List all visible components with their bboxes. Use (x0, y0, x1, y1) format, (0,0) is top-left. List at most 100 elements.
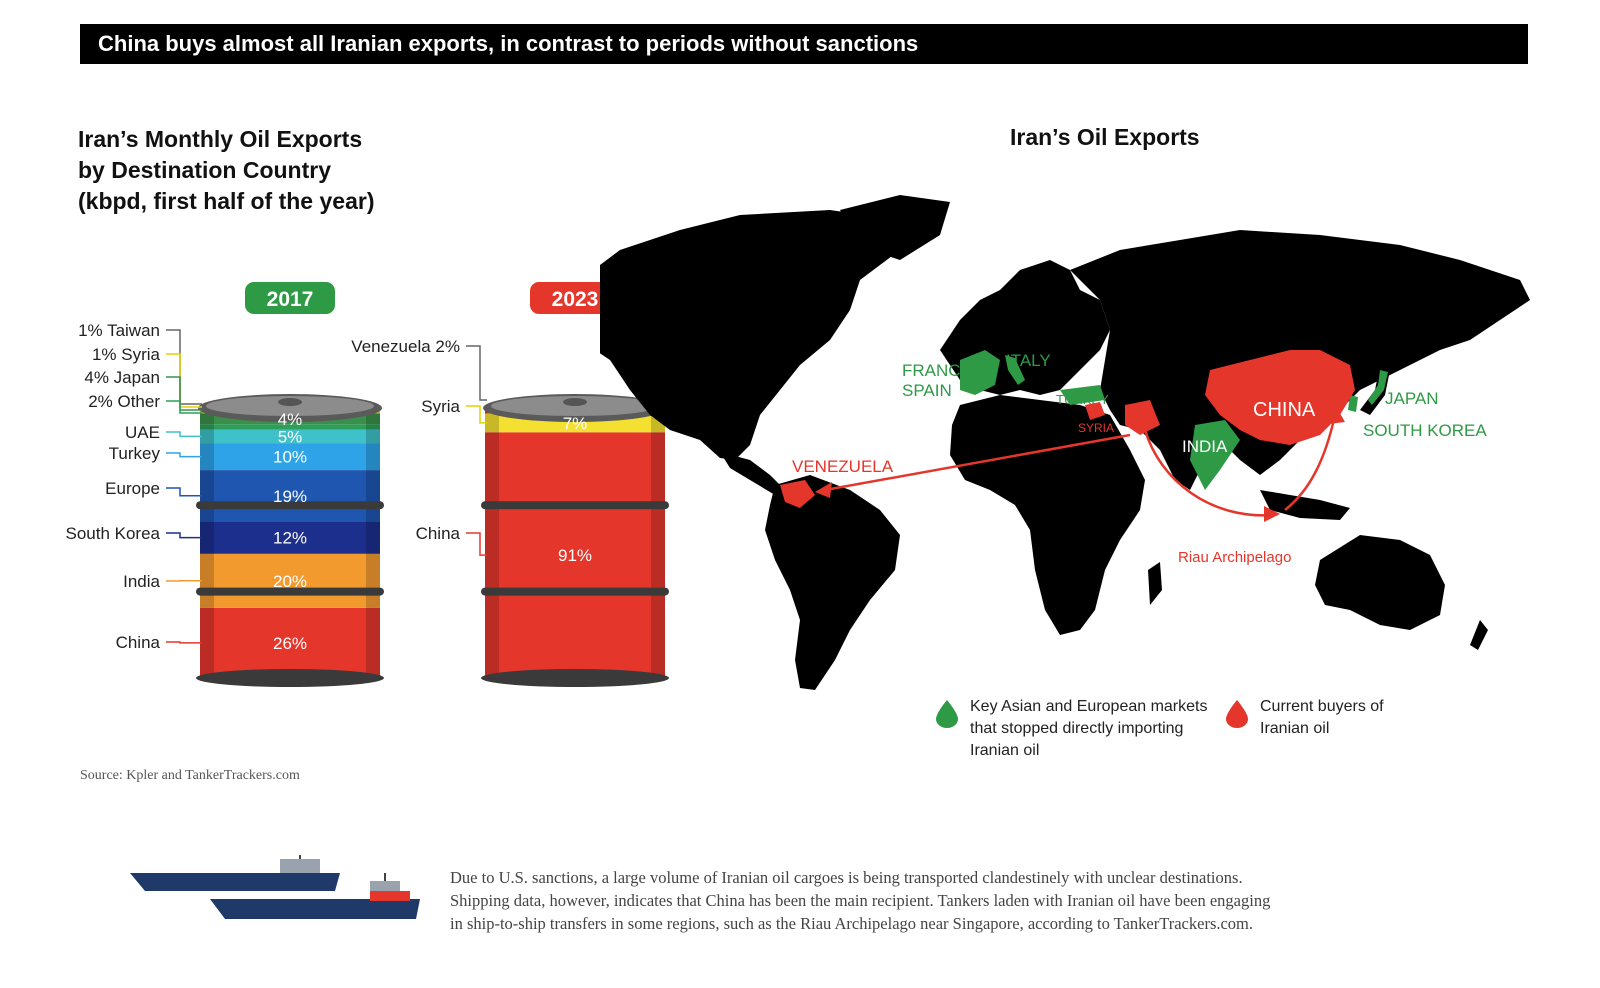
data-label-china: 91% (558, 546, 592, 565)
legend-red-line-2: Iranian oil (1260, 720, 1330, 737)
data-label-syria: 7% (563, 414, 588, 433)
iran-region (1125, 400, 1160, 435)
continents (600, 195, 1530, 690)
barrel-rib-1 (196, 501, 384, 510)
barrel-shade-right (651, 408, 665, 678)
japan-region (1368, 370, 1388, 405)
callout-label-1: 1% Syria (92, 345, 161, 364)
callout-line-4 (166, 431, 202, 438)
callout-line-0 (166, 329, 202, 405)
barrel-2023: 2023 91% 7% Venezuela 2% Syria China (351, 282, 669, 687)
callout-label-5: Turkey (109, 444, 161, 463)
bar-segment-other (200, 424, 380, 430)
year-badge-2023 (530, 282, 620, 314)
chart-title: Iran’s Monthly Oil Exports by Destinatio… (78, 124, 374, 217)
south-america-shape (765, 475, 900, 690)
callout-label-0: Venezuela 2% (351, 337, 460, 356)
label-venezuela: VENEZUELA (792, 457, 894, 476)
africa-shape (950, 395, 1145, 635)
callout-line-0 (466, 345, 487, 401)
callout-label-6: Europe (105, 479, 160, 498)
turkey-region (1060, 385, 1105, 405)
year-badge-2017 (245, 282, 335, 314)
greenland-shape (840, 195, 950, 260)
callout-label-0: 1% Taiwan (78, 321, 160, 340)
explanatory-note: Due to U.S. sanctions, a large volume of… (450, 866, 1510, 935)
label-riau-archipelago: Riau Archipelago (1178, 549, 1291, 566)
callout-label-1: Syria (421, 397, 460, 416)
legend-green-line-1: Key Asian and European markets (970, 698, 1208, 715)
map-labels: FRANCE SPAIN ITALY TURKEY INDIA JAPAN SO… (792, 351, 1487, 566)
syria-region (1085, 402, 1105, 420)
green-drop-icon (936, 700, 958, 728)
arrowhead-venezuela (815, 482, 832, 498)
label-india: INDIA (1182, 437, 1228, 456)
barrel-rib-1 (481, 501, 669, 510)
barrel-rib-2 (481, 587, 669, 596)
new-zealand-shape (1470, 620, 1488, 650)
callout-label-4: UAE (125, 423, 160, 442)
bar-segment-china (485, 432, 665, 678)
legend-green-line-2: that stopped directly importing (970, 720, 1184, 737)
barrel-bottom-rim (196, 669, 384, 687)
year-badge-text-2017: 2017 (267, 288, 314, 311)
data-label-india: 20% (273, 572, 307, 591)
shipping-routes (824, 414, 1337, 517)
label-spain: SPAIN (902, 381, 952, 400)
barrel-shade-left (200, 408, 214, 678)
callout-line-5 (166, 452, 202, 458)
barrel-cap (278, 398, 302, 406)
callout-line-7 (166, 532, 202, 539)
page-title-banner: China buys almost all Iranian exports, i… (80, 24, 1528, 64)
page-title: China buys almost all Iranian exports, i… (98, 31, 919, 56)
callout-line-1 (166, 353, 202, 408)
callout-line-2 (166, 376, 202, 411)
legend-red-text: Current buyers of Iranian oil (1260, 696, 1384, 740)
data-label-south-korea: 12% (273, 529, 307, 548)
label-italy: ITALY (1006, 351, 1051, 370)
route-to-riau (1143, 429, 1276, 517)
barrel-charts: 2017 26% 20% 12% 19% 10% 5%4% 1% Taiwan 1% Syria… (65, 282, 669, 687)
world-map: FRANCE SPAIN ITALY TURKEY INDIA JAPAN SO… (600, 195, 1530, 690)
callout-line-6 (166, 487, 202, 497)
arrowhead-riau (1264, 506, 1280, 522)
callout-label-2: China (416, 524, 461, 543)
callout-line-2 (466, 532, 487, 556)
bar-segment-turkey (200, 443, 380, 471)
southeast-asia-shape (1260, 490, 1350, 520)
india-region (1190, 420, 1240, 490)
barrel-shade-right (366, 408, 380, 678)
callout-label-9: China (116, 633, 161, 652)
tanker-ship-back (130, 855, 340, 891)
chart-title-line-3: (kbpd, first half of the year) (78, 188, 375, 214)
source-note: Source: Kpler and TankerTrackers.com (80, 768, 300, 783)
note-line-2: Shipping data, however, indicates that C… (450, 891, 1271, 910)
note-line-3: in ship-to-ship transfers in some region… (450, 914, 1254, 933)
madagascar-shape (1148, 562, 1162, 605)
tanker-ship-front (210, 873, 420, 919)
callout-line-1 (466, 405, 487, 424)
barrel-2017: 2017 26% 20% 12% 19% 10% 5%4% 1% Taiwan 1% Syria… (65, 282, 384, 687)
central-america-shape (720, 452, 785, 495)
venezuela-region (780, 480, 815, 508)
data-label-china: 26% (273, 634, 307, 653)
data-label-uae: 5% (278, 427, 303, 446)
route-riau-to-china (1284, 414, 1337, 511)
label-china: CHINA (1253, 399, 1316, 421)
bar-segment-china (200, 607, 380, 678)
data-label-europe: 19% (273, 487, 307, 506)
note-line-1: Due to U.S. sanctions, a large volume of… (450, 868, 1243, 887)
year-badge-text-2023: 2023 (552, 288, 599, 311)
label-south-korea: SOUTH KOREA (1363, 421, 1487, 440)
red-countries (780, 350, 1355, 508)
bar-segment-south-korea (200, 521, 380, 554)
italy-region (1005, 355, 1025, 385)
callout-line-9 (166, 641, 202, 644)
callout-line-3 (166, 400, 202, 414)
south-korea-region (1348, 395, 1358, 412)
chart-title-line-2: by Destination Country (78, 157, 332, 183)
map-title: Iran’s Oil Exports (1010, 124, 1200, 150)
chart-title-line-1: Iran’s Monthly Oil Exports (78, 126, 363, 152)
route-to-venezuela (824, 433, 1131, 492)
bar-segment-uae (200, 429, 380, 444)
